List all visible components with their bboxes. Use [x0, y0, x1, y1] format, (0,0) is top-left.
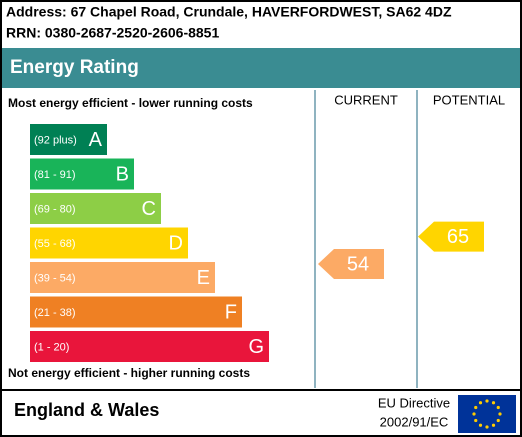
address: Address: 67 Chapel Road, Crundale, HAVER… [6, 4, 452, 20]
band-letter: A [89, 129, 103, 151]
band-letter: B [116, 163, 129, 185]
band [30, 296, 242, 328]
band-range: (1 - 20) [34, 341, 69, 353]
star [496, 405, 500, 410]
band [30, 262, 215, 293]
band [30, 158, 134, 190]
band-letter: D [169, 232, 183, 254]
star [474, 405, 478, 410]
band [30, 331, 269, 362]
band [30, 124, 107, 155]
star [498, 412, 502, 416]
star [485, 425, 489, 429]
star [478, 423, 483, 427]
star [474, 418, 478, 423]
band-range: (21 - 38) [34, 307, 76, 319]
star [491, 423, 496, 427]
title: Energy Rating [10, 57, 139, 78]
band-letter: G [248, 336, 264, 358]
star [491, 401, 496, 405]
star [478, 401, 483, 405]
rating-value: 65 [447, 226, 469, 248]
band-range: (55 - 68) [34, 238, 76, 250]
star [496, 418, 500, 423]
band-range: (69 - 80) [34, 203, 76, 215]
band-letter: E [197, 267, 210, 289]
band-range: (92 plus) [34, 134, 77, 146]
rating-arrow [318, 249, 384, 279]
band-letter: C [142, 198, 156, 220]
star [485, 399, 489, 403]
scale-bottom: Not energy efficient - higher running co… [8, 366, 250, 380]
region: England & Wales [14, 400, 159, 420]
band-letter: F [225, 301, 237, 323]
rating-value: 54 [347, 253, 369, 275]
scale-top: Most energy efficient - lower running co… [8, 96, 253, 110]
band [30, 227, 188, 259]
current-header: CURRENT [334, 92, 398, 107]
eu-flag [458, 395, 516, 433]
band-range: (81 - 91) [34, 169, 76, 181]
star [472, 412, 476, 416]
rating-arrow [418, 221, 484, 252]
rrn: RRN: 0380-2687-2520-2606-8851 [6, 25, 219, 41]
title-bar [2, 48, 520, 88]
band [30, 193, 161, 224]
band-range: (39 - 54) [34, 272, 76, 284]
directive: 2002/91/EC [380, 414, 449, 429]
directive: EU Directive [378, 395, 450, 410]
potential-header: POTENTIAL [433, 92, 505, 107]
